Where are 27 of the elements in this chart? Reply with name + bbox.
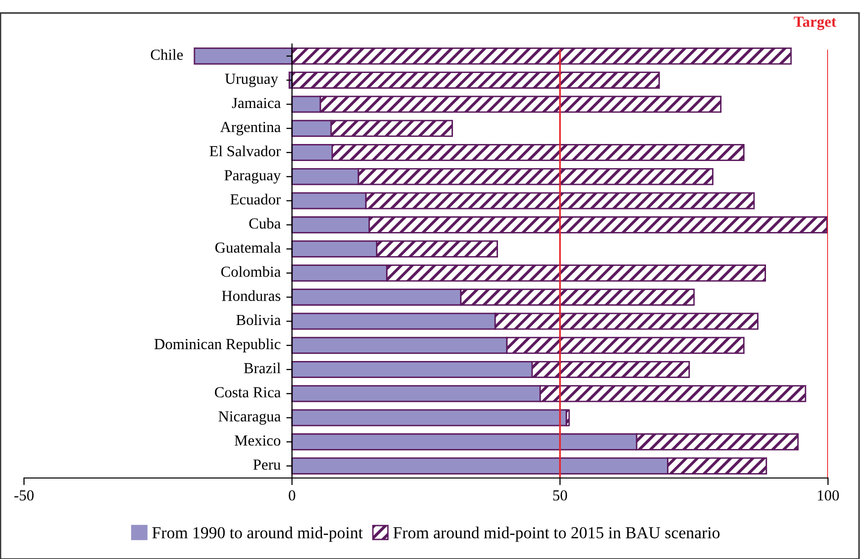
y-tick-label: Nicaragua [218, 411, 281, 425]
x-tick-label: 0 [288, 490, 296, 501]
y-tick-label: Argentina [220, 122, 281, 136]
y-tick-label: Uruguay [225, 74, 278, 88]
bar [291, 409, 568, 426]
y-tick-label: Peru [253, 460, 281, 470]
legend-label: From around mid-point to 2015 in BAU scenario [393, 526, 720, 542]
y-tick-label: Mexico [234, 435, 280, 446]
y-tick-label: Guatemala [215, 242, 281, 253]
y-tick-label: Brazil [244, 362, 281, 374]
x-tick-label: 50 [553, 490, 568, 501]
legend-label: From 1990 to around mid-point [152, 526, 363, 542]
y-tick-label: Colombia [221, 266, 281, 277]
y-tick-label: Honduras [222, 290, 280, 301]
y-tick-label: Costa Rica [214, 387, 281, 398]
y-tick-label: Chile [150, 49, 183, 60]
y-tick-label: Ecuador [230, 194, 281, 205]
ref-line-label: Target [794, 16, 836, 30]
y-tick-label: Jamaica [232, 98, 281, 108]
y-tick-label: Bolivia [236, 314, 281, 326]
bar [291, 72, 660, 89]
y-tick-label: Dominican Republic [154, 338, 280, 352]
x-tick-label: 100 [818, 490, 839, 501]
x-tick-label: -50 [14, 490, 34, 501]
y-tick-label: El Salvador [210, 146, 281, 156]
y-tick-label: Paraguay [224, 170, 281, 184]
y-tick-label: Cuba [249, 218, 281, 229]
